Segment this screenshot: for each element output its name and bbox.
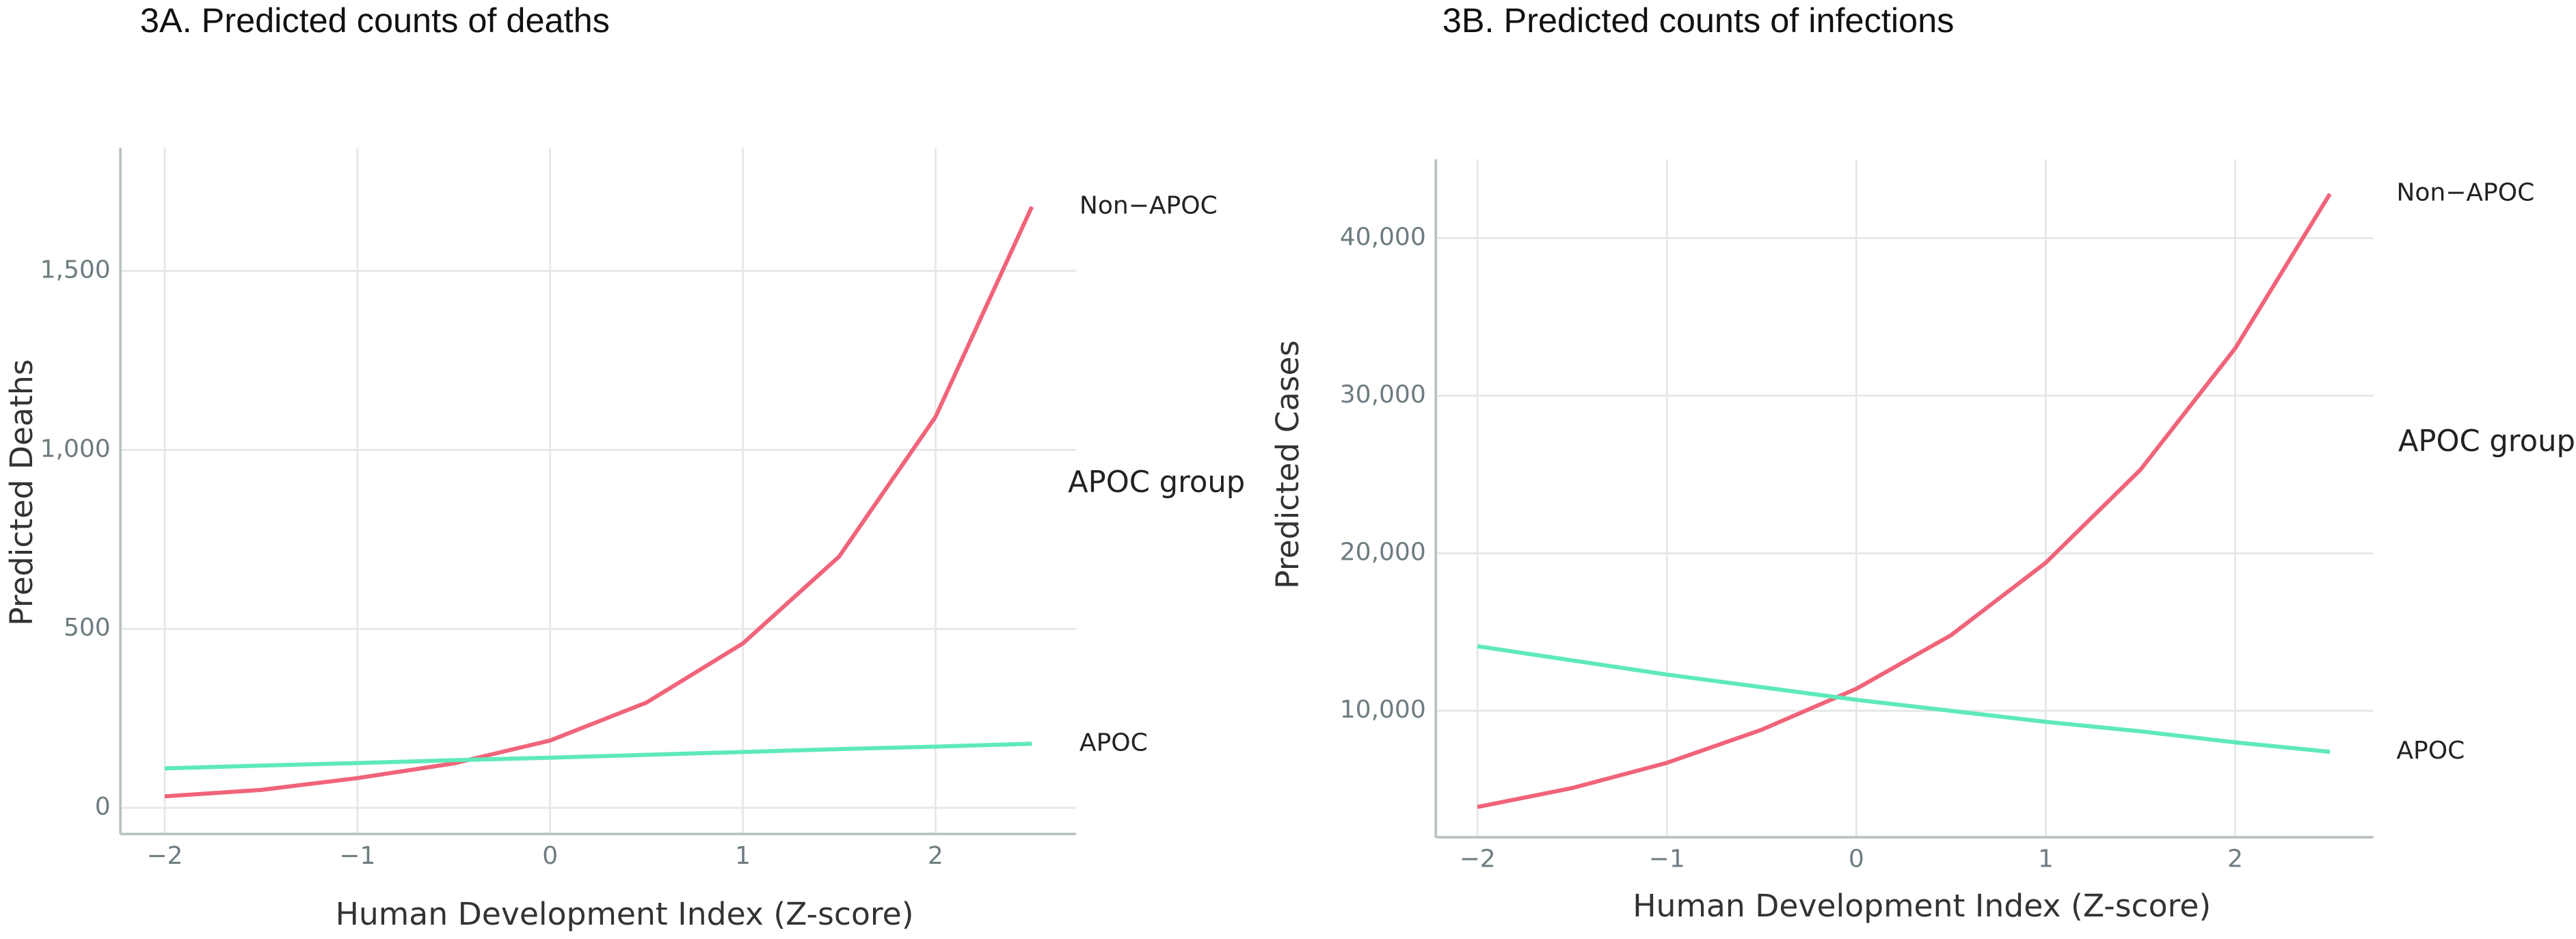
- series-line: [164, 206, 1034, 799]
- series-label: APOC: [2396, 737, 2465, 765]
- y-axis-title: Predicted Deaths: [3, 359, 40, 625]
- series-line: [164, 741, 1032, 771]
- series-label: Non−APOC: [1079, 192, 1218, 220]
- x-tick-label: −1: [1649, 845, 1685, 873]
- x-axis-title: Human Development Index (Z-score): [336, 896, 914, 932]
- y-tick-label: 30,000: [1340, 381, 1426, 409]
- chart-title: 3B. Predicted counts of infections: [1443, 1, 1955, 40]
- y-tick-label: 10,000: [1340, 696, 1426, 724]
- x-tick-label: 2: [928, 842, 943, 870]
- series-label: APOC: [1079, 729, 1148, 757]
- x-tick-label: 1: [2038, 845, 2054, 873]
- y-tick-label: 40,000: [1340, 223, 1426, 251]
- series-label: Non−APOC: [2396, 179, 2534, 207]
- y-tick-label: 20,000: [1340, 539, 1426, 567]
- x-tick-label: −2: [146, 842, 183, 870]
- series-line: [1477, 193, 2332, 809]
- y-tick-label: 1,500: [40, 256, 111, 284]
- x-tick-label: 2: [2227, 845, 2243, 873]
- y-tick-label: 500: [64, 614, 111, 642]
- series-line: [1477, 644, 2331, 754]
- x-tick-label: 0: [542, 842, 558, 870]
- y-tick-label: 0: [95, 793, 111, 821]
- x-tick-label: −2: [1460, 845, 1496, 873]
- x-tick-label: 0: [1849, 845, 1864, 873]
- y-tick-label: 1,000: [40, 435, 111, 463]
- x-axis-title: Human Development Index (Z-score): [1633, 888, 2211, 924]
- x-tick-label: 1: [735, 842, 751, 870]
- legend-title: APOC group: [1068, 465, 1245, 500]
- legend-title: APOC group: [2398, 424, 2575, 459]
- x-tick-label: −1: [339, 842, 375, 870]
- y-axis-title: Predicted Cases: [1270, 340, 1306, 589]
- chart-title: 3A. Predicted counts of deaths: [140, 1, 610, 40]
